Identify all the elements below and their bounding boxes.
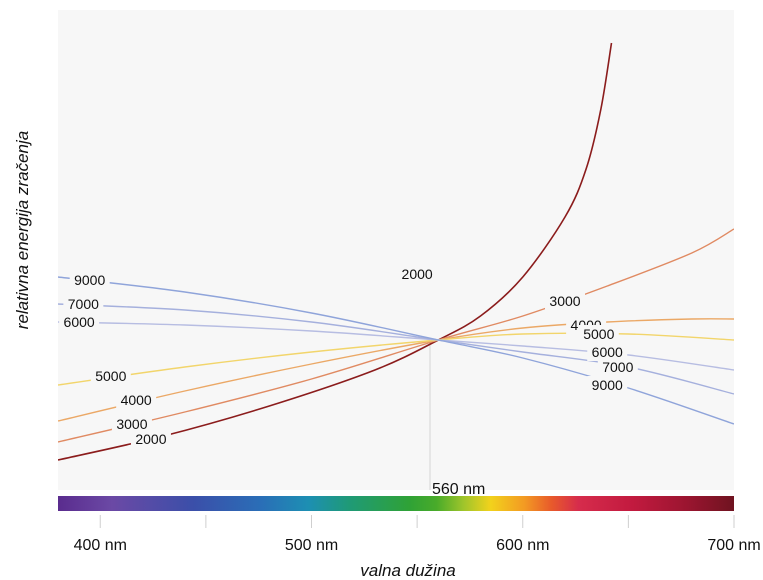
series-line-9000 [58,276,734,425]
curve-label-7000-5: 7000 [597,358,638,376]
curve-label-text: 3000 [549,293,580,309]
curve-label-background [578,325,619,343]
curve-label-text: 5000 [583,326,614,342]
curve-label-background [111,415,152,433]
series-line-4000 [58,318,734,422]
curve-label-background [597,358,638,376]
curve-label-text: 3000 [116,416,147,432]
curve-label-text: 2000 [402,266,433,282]
curve-label-2000-0: 2000 [397,265,438,283]
curve-label-3000-1: 3000 [545,292,585,310]
x-tick-label: 700 nm [707,537,760,554]
curve-label-text: 5000 [95,368,126,384]
curve-label-6000-9: 6000 [59,313,100,331]
curve-label-text: 9000 [74,272,105,288]
x-axis-title: valna dužina [360,561,455,580]
curve-label-text: 2000 [135,431,166,447]
curve-label-background [116,391,157,409]
curve-label-5000-3: 5000 [578,325,619,343]
curve-label-background [63,295,104,313]
x-tick-label: 400 nm [74,537,127,554]
curve-label-text: 7000 [68,296,99,312]
series-line-3000 [58,228,734,443]
curve-label-2000-13: 2000 [130,430,171,448]
curve-label-background [587,376,628,394]
curve-label-background [90,367,131,385]
curve-label-text: 6000 [64,314,95,330]
curve-label-4000-11: 4000 [116,391,157,409]
curve-label-background [69,271,110,289]
curve-label-layer: 2000300040005000600070009000900070006000… [59,265,638,448]
curve-label-text: 9000 [592,377,623,393]
x-tick-label: 600 nm [496,537,549,554]
x-tick-layer: 400 nm 500 nm 600 nm 700 nm [74,515,761,554]
curve-label-background [59,313,100,331]
curve-label-background [397,265,438,283]
plot-area [58,10,734,490]
spectrum-bar [58,496,734,511]
series-line-5000 [58,332,734,386]
y-axis-title: relativna energija zračenja [13,131,32,329]
series-line-2000 [58,42,613,461]
annotation-560nm-label: 560 nm [432,481,485,498]
x-tick-label: 500 nm [285,537,338,554]
curve-label-text: 7000 [602,359,633,375]
curve-label-background [130,430,171,448]
curve-label-background [545,292,585,310]
curve-label-background [587,343,628,361]
curve-label-text: 4000 [121,392,152,408]
curve-label-3000-12: 3000 [111,415,152,433]
curve-label-9000-6: 9000 [587,376,628,394]
curve-label-5000-10: 5000 [90,367,131,385]
curve-label-7000-8: 7000 [63,295,104,313]
curve-label-9000-7: 9000 [69,271,110,289]
curve-label-6000-4: 6000 [587,343,628,361]
curve-label-text: 6000 [592,344,623,360]
